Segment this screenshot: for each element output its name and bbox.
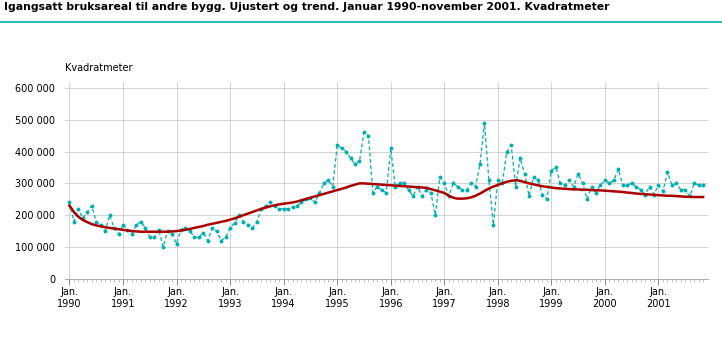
Text: Igangsatt bruksareal til andre bygg. Ujustert og trend. Januar 1990-november 200: Igangsatt bruksareal til andre bygg. Uju… bbox=[4, 2, 609, 12]
Text: Kvadratmeter: Kvadratmeter bbox=[65, 63, 132, 73]
